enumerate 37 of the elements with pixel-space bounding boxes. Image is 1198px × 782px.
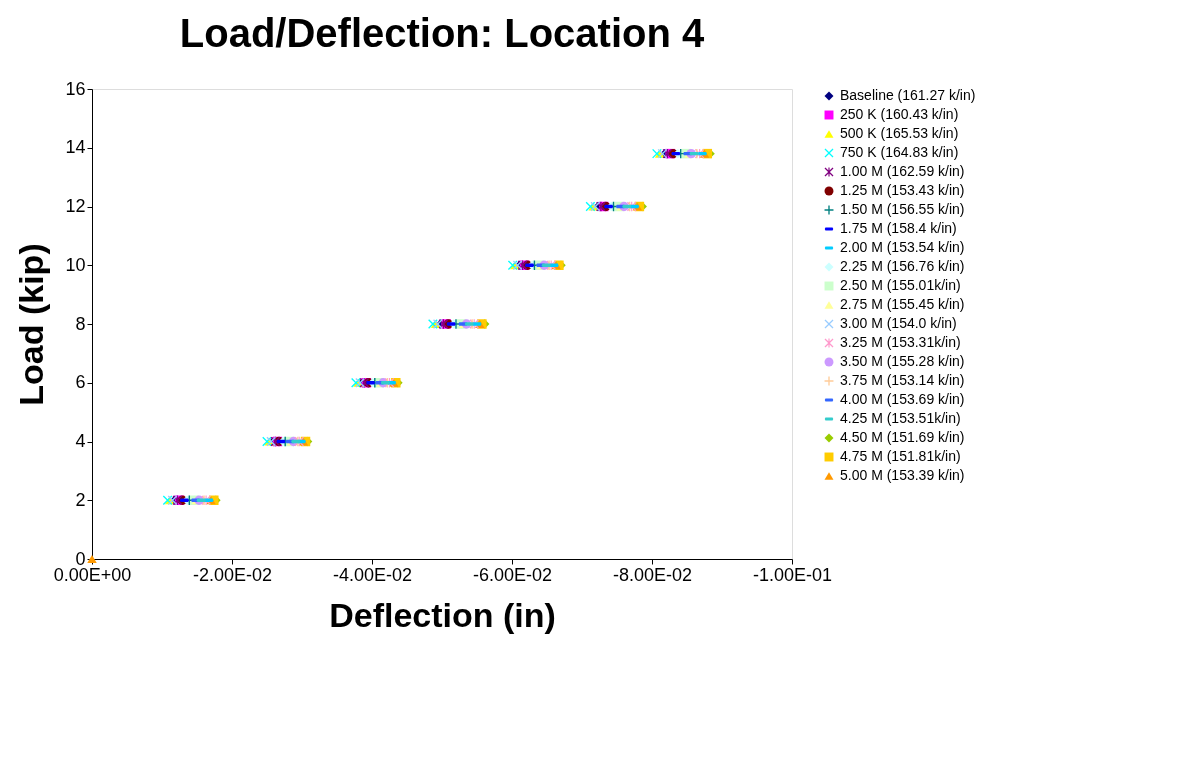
x-tick-label: -8.00E-02 — [612, 564, 693, 585]
legend-label: 750 K (164.83 k/in) — [840, 144, 959, 160]
x-tick-label: -4.00E-02 — [332, 564, 413, 585]
legend-label: 4.25 M (153.51k/in) — [840, 410, 961, 426]
legend-label: 5.00 M (153.39 k/in) — [840, 467, 965, 483]
chart-title: Load/Deflection: Location 4 — [179, 11, 705, 55]
x-tick-label: -2.00E-02 — [192, 564, 273, 585]
y-tick-label: 6 — [75, 372, 86, 393]
legend-label: 4.00 M (153.69 k/in) — [840, 391, 965, 407]
legend-label: 3.00 M (154.0 k/in) — [840, 315, 957, 331]
legend-label: 1.75 M (158.4 k/in) — [840, 220, 957, 236]
legend-label: 2.50 M (155.01k/in) — [840, 277, 961, 293]
legend-label: 3.75 M (153.14 k/in) — [840, 372, 965, 388]
legend-label: 2.00 M (153.54 k/in) — [840, 239, 965, 255]
y-tick-label: 4 — [75, 431, 86, 451]
legend-label: 3.25 M (153.31k/in) — [840, 334, 961, 350]
y-axis-title: Load (kip) — [12, 243, 51, 406]
y-tick-label: 14 — [65, 137, 86, 158]
legend-label: 1.50 M (156.55 k/in) — [840, 201, 965, 217]
legend-label: 1.00 M (162.59 k/in) — [840, 163, 965, 179]
legend-label: 1.25 M (153.43 k/in) — [840, 182, 965, 198]
y-tick-label: 8 — [75, 313, 86, 334]
y-tick-label: 12 — [65, 196, 86, 216]
x-tick-label: -1.00E-01 — [752, 564, 833, 585]
y-tick-label: 10 — [65, 254, 86, 275]
legend-label: 2.25 M (156.76 k/in) — [840, 258, 965, 274]
legend-label: 2.75 M (155.45 k/in) — [840, 296, 965, 312]
y-tick-label: 2 — [75, 489, 86, 510]
y-tick-label: 16 — [65, 78, 86, 99]
legend-label: 3.50 M (155.28 k/in) — [840, 353, 965, 369]
x-tick-label: -6.00E-02 — [472, 564, 553, 585]
x-axis-title: Deflection (in) — [329, 595, 556, 634]
legend-label: 4.50 M (151.69 k/in) — [840, 429, 965, 445]
legend-label: Baseline (161.27 k/in) — [840, 87, 976, 103]
legend-label: 4.75 M (151.81k/in) — [840, 448, 961, 464]
legend-label: 500 K (165.53 k/in) — [840, 125, 959, 141]
legend-label: 250 K (160.43 k/in) — [840, 106, 959, 122]
